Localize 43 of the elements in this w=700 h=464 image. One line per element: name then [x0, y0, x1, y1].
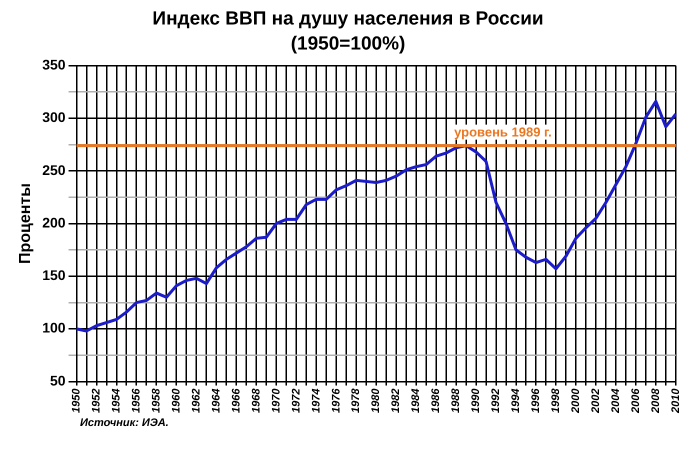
- x-tick-label: 1986: [430, 388, 442, 414]
- text: Источник: ИЭА.: [80, 417, 169, 429]
- x-tick-label: 1972: [290, 388, 302, 414]
- x-tick-label: 1950: [70, 388, 83, 414]
- y-tick-label: 200: [42, 214, 66, 230]
- chart-title: Индекс ВВП на душу населения в России: [152, 8, 544, 30]
- x-tick-label: 2010: [670, 388, 682, 414]
- x-tick-label: 2006: [630, 388, 642, 414]
- y-tick-label: 50: [50, 372, 66, 388]
- y-tick-label: 250: [42, 162, 66, 178]
- x-tick-label: 1952: [90, 388, 103, 414]
- x-tick-label: 1960: [170, 388, 182, 414]
- x-tick-label: 1996: [530, 388, 542, 414]
- x-tick-label: 1980: [370, 388, 382, 414]
- x-tick-label: 1982: [390, 388, 402, 414]
- y-tick-label: 350: [42, 56, 66, 72]
- x-tick-label: 1958: [150, 388, 162, 414]
- x-tick-label: 2004: [610, 388, 622, 414]
- x-tick-label: 2002: [590, 388, 602, 414]
- x-tick-label: 1992: [490, 388, 502, 414]
- ref-line-label: уровень 1989 г.: [454, 124, 552, 140]
- y-tick-label: 300: [42, 109, 66, 126]
- x-tick-label: 1988: [450, 388, 462, 414]
- x-tick-label: 1976: [330, 388, 342, 414]
- x-tick-label: 1984: [410, 388, 422, 414]
- x-tick-label: 2000: [570, 388, 582, 414]
- x-tick-label: 1974: [310, 388, 322, 414]
- x-tick-label: 2008: [650, 388, 662, 414]
- chart-subtitle: (1950=100%): [290, 33, 406, 54]
- x-tick-label: 1990: [470, 388, 482, 414]
- y-tick-label: 100: [42, 320, 66, 336]
- x-tick-label: 1970: [270, 388, 282, 414]
- x-tick-label: 1998: [550, 388, 562, 414]
- x-tick-label: 1962: [190, 388, 202, 414]
- x-tick-label: 1994: [510, 388, 522, 414]
- x-tick-label: 1956: [130, 388, 143, 414]
- y-tick-label: 150: [42, 267, 66, 284]
- x-tick-label: 1978: [350, 388, 362, 414]
- x-tick-label: 1968: [250, 388, 262, 414]
- x-tick-label: 1954: [110, 388, 123, 414]
- x-tick-label: 1964: [210, 388, 222, 414]
- x-tick-label: 1966: [230, 388, 242, 414]
- y-axis-title: Проценты: [17, 183, 34, 264]
